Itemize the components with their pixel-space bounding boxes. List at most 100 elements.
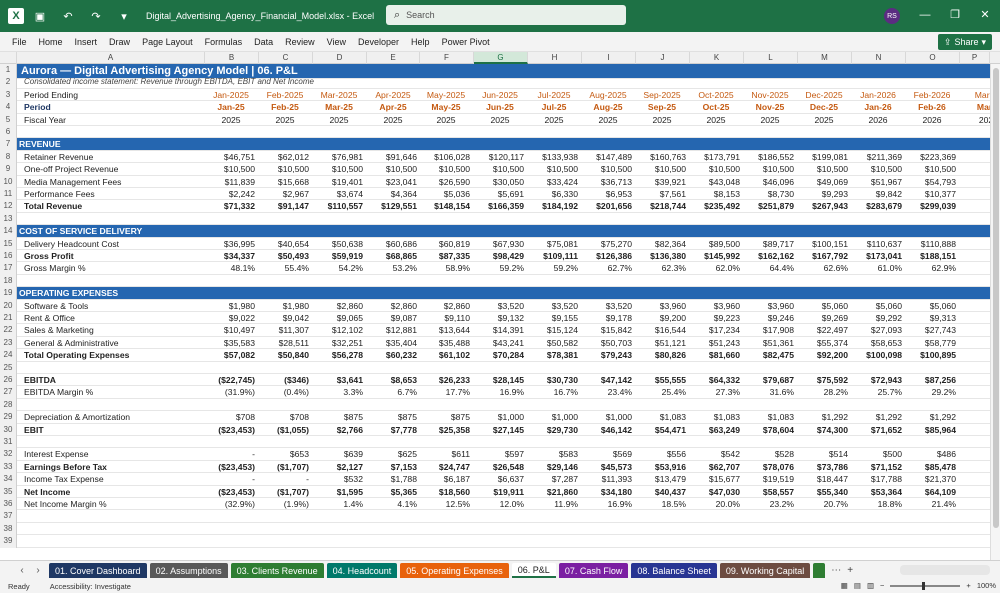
redo-icon[interactable]: ↷ [91, 10, 101, 23]
row-header[interactable]: 27 [0, 386, 17, 399]
value-cell[interactable]: $55,374 [816, 337, 848, 348]
restore-icon[interactable]: ❐ [950, 9, 960, 21]
value-cell[interactable]: 20.7% [823, 499, 848, 509]
value-cell[interactable]: $6,953 [605, 189, 632, 199]
value-cell[interactable]: $9,223 [713, 313, 740, 323]
value-cell[interactable]: $62,012 [277, 151, 309, 162]
value-cell[interactable]: $50,493 [277, 251, 309, 261]
value-cell[interactable]: $167,792 [812, 251, 848, 261]
value-cell[interactable]: $100,895 [920, 350, 956, 361]
value-cell[interactable]: $47,142 [600, 375, 632, 385]
value-cell[interactable]: ($22,745) [218, 375, 255, 385]
value-cell[interactable]: $78,076 [762, 461, 794, 472]
value-cell[interactable]: $11,393 [601, 474, 632, 485]
menu-file[interactable]: File [12, 36, 27, 47]
period-cell[interactable]: Aug-25 [593, 102, 623, 113]
row-header[interactable]: 31 [0, 436, 17, 449]
page-break-icon[interactable]: ▥ [866, 581, 875, 590]
value-cell[interactable]: $35,404 [385, 337, 417, 348]
value-cell[interactable]: 16.7% [553, 387, 578, 398]
value-cell[interactable]: $267,943 [812, 201, 848, 212]
value-cell[interactable]: $28,145 [492, 375, 524, 385]
value-cell[interactable]: ($1,055) [276, 424, 309, 435]
value-cell[interactable]: $7,287 [551, 474, 578, 485]
period-cell[interactable]: Feb-26 [918, 102, 946, 113]
value-cell[interactable]: $17,788 [870, 474, 902, 485]
value-cell[interactable]: $136,380 [650, 251, 686, 261]
value-cell[interactable]: 25.7% [877, 387, 902, 398]
column-header-l[interactable]: L [744, 52, 798, 64]
column-header-a[interactable]: A [17, 52, 205, 64]
value-cell[interactable]: $60,232 [385, 350, 417, 361]
value-cell[interactable]: $23,041 [385, 176, 417, 187]
value-cell[interactable]: $59,919 [331, 251, 363, 261]
fiscal-year-cell[interactable]: 2025 [221, 114, 241, 125]
value-cell[interactable]: 4.1% [397, 499, 417, 509]
period-cell[interactable]: Jun-25 [486, 102, 514, 113]
row-header[interactable]: 24 [0, 349, 17, 362]
row-header[interactable]: 29 [0, 411, 17, 424]
row-header[interactable]: 28 [0, 398, 17, 412]
value-cell[interactable]: $49,069 [816, 176, 848, 187]
fiscal-year-cell[interactable]: 202 [978, 114, 994, 125]
column-header-o[interactable]: O [906, 52, 960, 64]
value-cell[interactable]: $708 [235, 412, 255, 423]
value-cell[interactable]: 21.4% [931, 499, 956, 509]
value-cell[interactable]: $26,590 [438, 176, 470, 187]
value-cell[interactable]: $40,437 [654, 486, 686, 497]
value-cell[interactable]: $10,500 [870, 164, 902, 175]
menu-page-layout[interactable]: Page Layout [142, 36, 193, 47]
row-header[interactable]: 13 [0, 212, 17, 226]
value-cell[interactable]: $81,660 [708, 350, 740, 361]
column-header-e[interactable]: E [367, 52, 420, 64]
value-cell[interactable]: 17.7% [445, 387, 470, 398]
value-cell[interactable]: 62.9% [931, 263, 956, 274]
value-cell[interactable]: $21,860 [546, 486, 578, 497]
value-cell[interactable]: $34,180 [600, 486, 632, 497]
menu-insert[interactable]: Insert [74, 36, 98, 47]
value-cell[interactable]: 61.0% [877, 263, 902, 274]
row-label[interactable]: Total Operating Expenses [24, 350, 130, 361]
zoom-out-icon[interactable]: − [880, 581, 885, 590]
row-header[interactable]: 16 [0, 250, 17, 263]
value-cell[interactable]: $5,060 [929, 300, 956, 311]
value-cell[interactable]: $235,492 [704, 201, 740, 212]
value-cell[interactable]: $133,938 [542, 151, 578, 162]
period-cell[interactable]: Mar- [976, 102, 996, 113]
value-cell[interactable]: $91,646 [385, 151, 417, 162]
row-label[interactable]: Interest Expense [24, 449, 89, 460]
row-label[interactable]: Sales & Marketing [24, 325, 94, 336]
value-cell[interactable]: $13,644 [438, 325, 470, 336]
value-cell[interactable]: ($1,707) [276, 486, 309, 497]
value-cell[interactable]: $120,117 [488, 151, 524, 162]
value-cell[interactable]: $110,557 [327, 201, 363, 212]
column-header-i[interactable]: I [582, 52, 636, 64]
sheet-tab[interactable]: 03. Clients Revenue [230, 563, 324, 578]
value-cell[interactable]: 54.2% [338, 263, 363, 274]
value-cell[interactable]: $500 [882, 449, 902, 460]
value-cell[interactable]: $57,082 [223, 350, 255, 361]
value-cell[interactable]: $166,359 [488, 201, 524, 212]
page-layout-icon[interactable]: ▤ [853, 581, 861, 590]
value-cell[interactable]: 62.3% [661, 263, 686, 274]
value-cell[interactable]: $80,826 [654, 350, 686, 361]
value-cell[interactable]: $13,479 [654, 474, 686, 485]
row-label[interactable]: Income Tax Expense [24, 474, 104, 485]
period-cell[interactable]: Mar-25 [325, 102, 353, 113]
value-cell[interactable]: 6.7% [397, 387, 417, 398]
value-cell[interactable]: $2,242 [228, 189, 255, 199]
value-cell[interactable]: 55.4% [284, 263, 309, 274]
value-cell[interactable]: $58,779 [924, 337, 956, 348]
column-header-c[interactable]: C [259, 52, 313, 64]
value-cell[interactable]: 64.4% [769, 263, 794, 274]
value-cell[interactable]: $1,000 [605, 412, 632, 423]
column-header-n[interactable]: N [852, 52, 906, 64]
more-sheets-icon[interactable]: ⋯ [831, 565, 842, 576]
menu-review[interactable]: Review [285, 36, 315, 47]
value-cell[interactable]: $5,691 [497, 189, 524, 199]
value-cell[interactable]: $1,083 [767, 412, 794, 423]
customize-qat-icon[interactable]: ▾ [121, 10, 127, 23]
value-cell[interactable]: $68,865 [385, 251, 417, 261]
value-cell[interactable]: $71,332 [223, 201, 255, 212]
value-cell[interactable]: $14,391 [492, 325, 524, 336]
